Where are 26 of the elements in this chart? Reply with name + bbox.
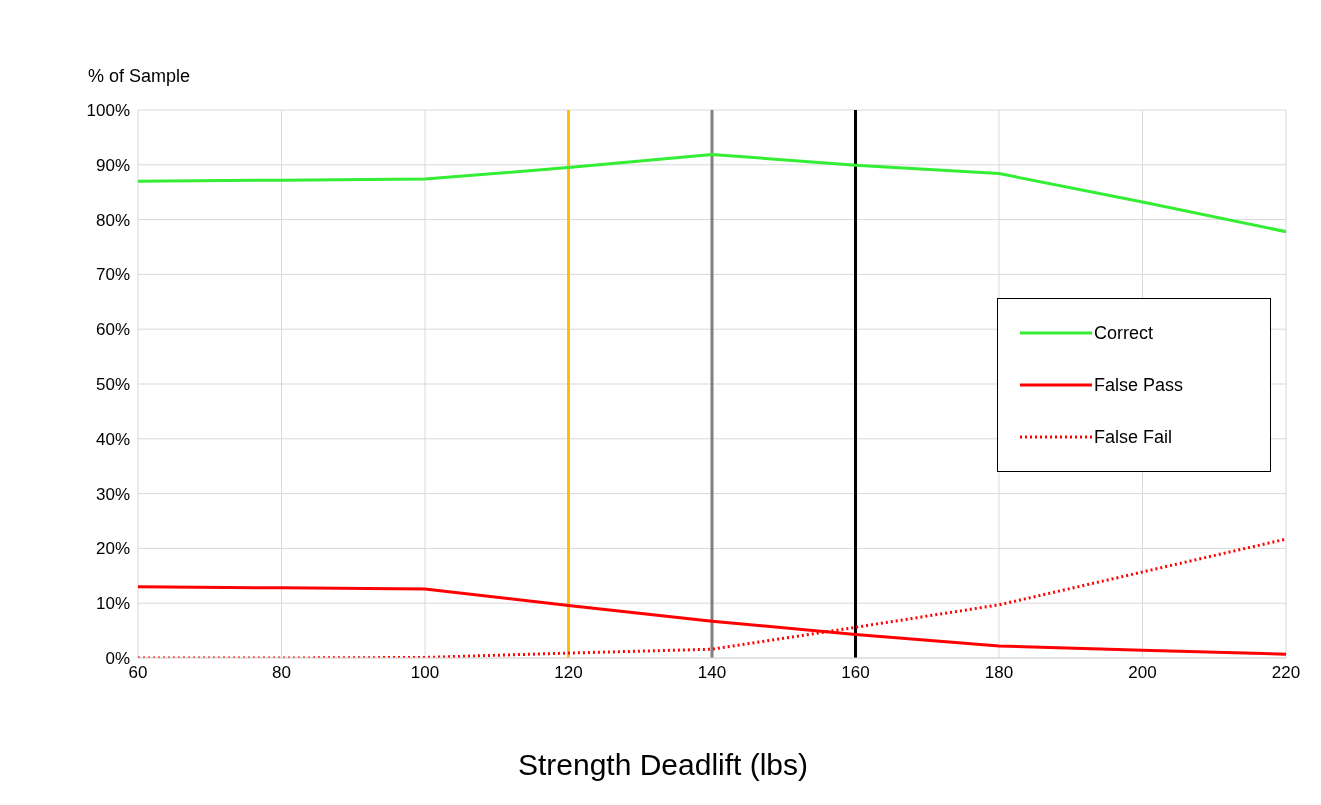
x-tick-label: 100 [410,663,440,683]
legend-label: False Pass [1094,374,1184,396]
y-tick-label: 90% [95,155,130,175]
y-tick-label: 20% [95,539,130,559]
y-axis-title: % of Sample [88,66,191,87]
legend-label: False Fail [1094,426,1173,448]
x-tick-label: 140 [697,663,727,683]
legend-label: Correct [1094,322,1154,344]
x-tick-label: 60 [128,663,148,683]
y-tick-label: 10% [95,594,130,614]
y-tick-label: 40% [95,429,130,449]
y-tick-label: 80% [95,210,130,230]
x-tick-label: 220 [1271,663,1301,683]
x-axis-title: Strength Deadlift (lbs) [516,748,810,782]
x-tick-label: 160 [841,663,870,683]
y-tick-label: 60% [95,320,130,340]
x-tick-label: 200 [1128,663,1157,683]
x-tick-label: 180 [984,663,1014,683]
x-tick-label: 80 [272,663,291,683]
y-tick-label: 100% [86,101,130,121]
line-series [138,152,1286,234]
y-tick-label: 50% [95,375,130,395]
y-tick-label: 30% [95,484,130,504]
x-tick-label: 120 [554,663,583,683]
y-tick-label: 0% [105,649,130,669]
y-tick-label: 70% [95,265,130,285]
